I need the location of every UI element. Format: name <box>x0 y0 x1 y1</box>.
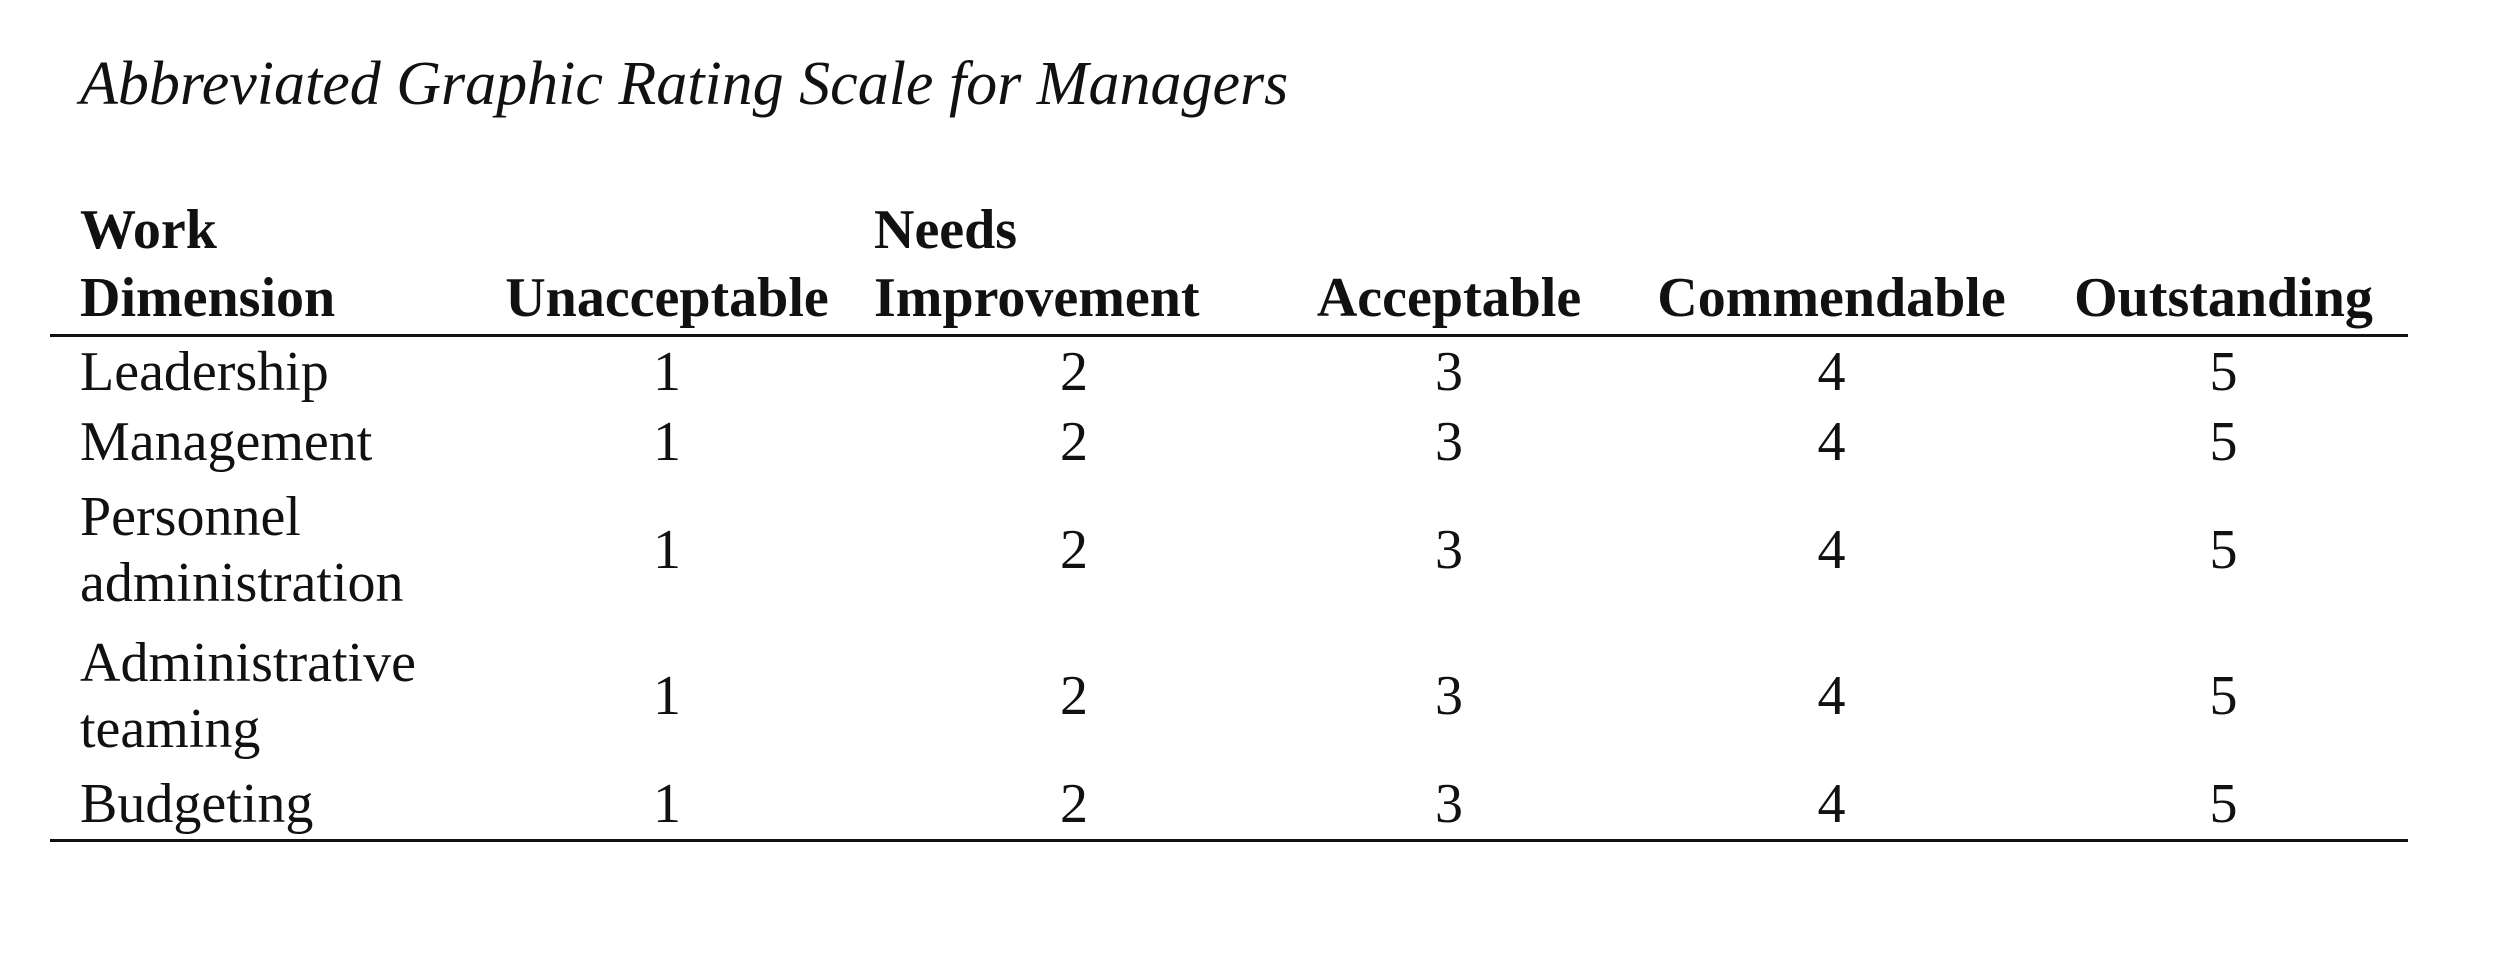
rating-cell: 4 <box>1817 665 1846 727</box>
table-body: Leadership 1 2 3 4 5 Management 1 2 3 4 … <box>50 336 2408 842</box>
rating-cell: 1 <box>460 769 874 842</box>
dimension-label: Management <box>80 411 373 473</box>
header-needs-improvement: Needs Improvement <box>874 196 1274 337</box>
header-line: Commendable <box>1657 267 2006 329</box>
header-line: Acceptable <box>1316 267 1582 329</box>
rating-cell: 3 <box>1435 519 1463 581</box>
rating-scale-table: Work Dimension Unacceptable Needs Improv… <box>50 196 2408 842</box>
header-line: Dimension <box>80 267 336 329</box>
header-acceptable: Acceptable <box>1274 196 1624 337</box>
header-row: Work Dimension Unacceptable Needs Improv… <box>50 196 2408 337</box>
header-line: Work <box>80 199 217 261</box>
dimension-label: Budgeting <box>80 773 314 835</box>
rating-cell: 3 <box>1274 769 1624 842</box>
dimension-label: Leadership <box>80 341 329 403</box>
rating-cell: 4 <box>1817 411 1846 473</box>
header-line: Unacceptable <box>505 267 829 329</box>
dimension-label: Administrative <box>80 632 416 694</box>
dimension-label: administration <box>80 552 404 614</box>
rating-cell: 5 <box>2209 519 2238 581</box>
header-outstanding: Outstanding <box>2039 196 2408 337</box>
header-commendable: Commendable <box>1624 196 2039 337</box>
rating-cell: 3 <box>1435 341 1463 403</box>
header-line: Outstanding <box>2074 267 2373 329</box>
dimension-cell: Budgeting <box>50 769 460 842</box>
rating-cell: 1 <box>653 341 681 403</box>
table-header: Work Dimension Unacceptable Needs Improv… <box>50 196 2408 337</box>
rating-cell: 5 <box>2209 411 2238 473</box>
dimension-cell: Leadership <box>50 336 460 408</box>
rating-cell: 4 <box>1817 341 1846 403</box>
rating-cell: 2 <box>874 769 1274 842</box>
table-row: Management 1 2 3 4 5 <box>50 407 2408 477</box>
dimension-cell: Administrative teaming <box>50 623 460 769</box>
table-row: Personnel administration 1 2 3 4 5 <box>50 477 2408 623</box>
dimension-label: Personnel <box>80 486 301 548</box>
dimension-label: teaming <box>80 698 261 760</box>
rating-cell: 2 <box>1060 519 1088 581</box>
rating-cell: 1 <box>653 519 681 581</box>
dimension-cell: Management <box>50 407 460 477</box>
header-unacceptable: Unacceptable <box>460 196 874 337</box>
rating-cell: 4 <box>1624 769 2039 842</box>
header-line: Needs <box>874 199 1018 261</box>
rating-cell: 3 <box>1435 665 1463 727</box>
table-row: Administrative teaming 1 2 3 4 5 <box>50 623 2408 769</box>
table-caption: Abbreviated Graphic Rating Scale for Man… <box>80 50 1289 118</box>
rating-cell: 5 <box>2209 665 2238 727</box>
rating-cell: 1 <box>653 665 681 727</box>
dimension-cell: Personnel administration <box>50 477 460 623</box>
rating-cell: 4 <box>1817 519 1846 581</box>
rating-cell: 1 <box>653 411 681 473</box>
rating-cell: 5 <box>2039 769 2408 842</box>
rating-cell: 2 <box>1060 665 1088 727</box>
rating-cell: 3 <box>1435 411 1463 473</box>
rating-cell: 2 <box>1060 411 1088 473</box>
table-row: Budgeting 1 2 3 4 5 <box>50 769 2408 842</box>
table-row: Leadership 1 2 3 4 5 <box>50 336 2408 408</box>
header-work-dimension: Work Dimension <box>50 196 460 337</box>
rating-cell: 2 <box>1060 341 1088 403</box>
header-line: Improvement <box>874 267 1200 329</box>
rating-cell: 5 <box>2209 341 2238 403</box>
